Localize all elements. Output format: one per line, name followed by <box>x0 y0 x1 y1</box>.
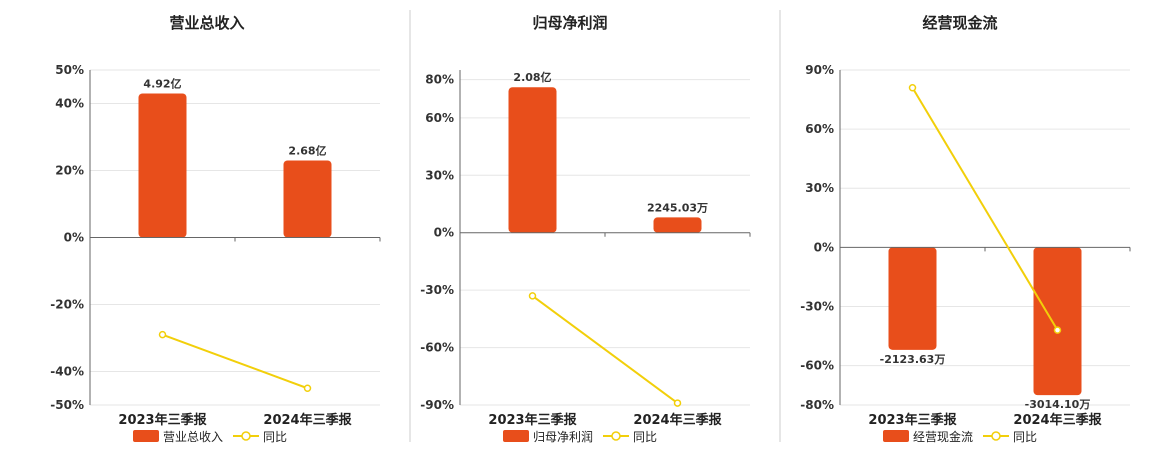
y-tick-label: 50% <box>55 63 84 77</box>
yoy-line <box>162 333 308 390</box>
y-tick-label: 40% <box>55 97 84 111</box>
y-tick-label: -30% <box>420 283 454 297</box>
legend-line-label: 同比 <box>263 430 287 444</box>
bar-data-label: 4.92亿 <box>143 76 181 90</box>
yoy-line <box>911 87 1059 331</box>
legend-line-marker <box>241 431 251 441</box>
legend-bar-label: 经营现金流 <box>913 429 973 444</box>
bar-data-label: -3014.10万 <box>1025 398 1091 411</box>
chart-title: 营业总收入 <box>169 14 244 32</box>
bar <box>508 87 557 233</box>
bar-data-label: -2123.63万 <box>880 353 946 366</box>
x-category-label: 2024年三季报 <box>263 412 352 428</box>
y-tick-label: 30% <box>805 181 834 195</box>
chart-title: 经营现金流 <box>922 14 997 32</box>
y-tick-label: -40% <box>50 365 84 379</box>
x-category-label: 2023年三季报 <box>118 412 207 428</box>
yoy-line <box>531 295 679 404</box>
bar <box>1033 247 1082 396</box>
legend-line-marker <box>991 431 1001 441</box>
bar-data-label: 2245.03万 <box>647 201 708 214</box>
legend-bar-swatch <box>503 430 529 442</box>
yoy-point <box>528 292 537 300</box>
y-tick-label: 90% <box>805 63 834 77</box>
yoy-point <box>1053 326 1062 334</box>
yoy-point <box>673 399 682 407</box>
legend-line-label: 同比 <box>1013 430 1037 444</box>
y-tick-label: -50% <box>50 398 84 412</box>
legend-bar-swatch <box>133 430 159 442</box>
yoy-point <box>158 330 167 339</box>
y-tick-label: 20% <box>55 164 84 178</box>
y-tick-label: -60% <box>420 341 454 355</box>
y-tick-label: 0% <box>64 231 84 245</box>
legend-line-marker <box>611 431 621 441</box>
bar <box>138 93 187 238</box>
bar <box>283 160 332 238</box>
y-tick-label: -80% <box>800 398 834 412</box>
y-tick-label: 60% <box>425 111 454 125</box>
bar-data-label: 2.08亿 <box>513 70 551 84</box>
y-tick-label: 30% <box>425 168 454 182</box>
x-category-label: 2023年三季报 <box>488 412 577 428</box>
bar <box>888 247 937 350</box>
bar <box>653 217 702 233</box>
legend-line-label: 同比 <box>633 430 657 444</box>
y-tick-label: 80% <box>425 73 454 87</box>
y-tick-label: -60% <box>800 359 834 373</box>
y-tick-label: -30% <box>800 299 834 313</box>
y-tick-label: 0% <box>814 240 834 254</box>
bar-data-label: 2.68亿 <box>288 143 326 157</box>
x-category-label: 2024年三季报 <box>633 412 722 428</box>
legend-bar-label: 营业总收入 <box>163 430 223 444</box>
y-tick-label: -20% <box>50 298 84 312</box>
y-tick-label: -90% <box>420 398 454 412</box>
x-category-label: 2024年三季报 <box>1013 412 1102 428</box>
yoy-point <box>908 83 917 92</box>
y-tick-label: 0% <box>434 226 454 240</box>
x-category-label: 2023年三季报 <box>868 412 957 428</box>
legend-bar-label: 归母净利润 <box>533 430 593 444</box>
y-tick-label: 60% <box>805 122 834 136</box>
chart-title: 归母净利润 <box>532 14 607 32</box>
yoy-point <box>303 384 312 392</box>
legend-bar-swatch <box>883 430 909 442</box>
